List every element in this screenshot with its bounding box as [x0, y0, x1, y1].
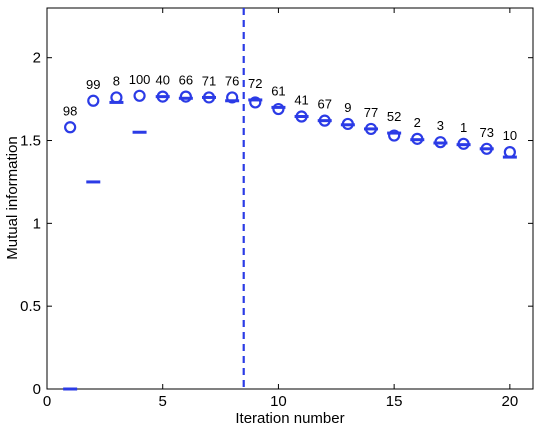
point-label: 66	[179, 73, 193, 88]
point-label: 8	[113, 73, 120, 88]
point-label: 77	[364, 105, 378, 120]
y-tick-label: 2	[33, 50, 41, 67]
y-tick-label: 1	[33, 215, 41, 232]
circle-point	[179, 90, 192, 103]
point-label: 2	[414, 115, 421, 130]
y-tick-label: 0	[33, 381, 41, 398]
circle-point	[249, 96, 262, 109]
point-label: 98	[63, 103, 77, 118]
point-label: 10	[503, 128, 517, 143]
point-label: 100	[129, 72, 151, 87]
point-label: 67	[317, 97, 331, 112]
point-label: 76	[225, 73, 239, 88]
y-tick-label: 0.5	[20, 298, 41, 315]
plot-area	[46, 7, 534, 390]
circle-point	[226, 91, 239, 104]
circle-point	[272, 102, 285, 116]
point-label: 99	[86, 77, 100, 92]
point-label: 41	[294, 93, 308, 108]
y-axis-title: Mutual information	[4, 136, 21, 259]
point-label: 3	[437, 118, 444, 133]
circle-point	[64, 121, 77, 134]
x-tick-label: 20	[502, 393, 519, 410]
x-axis-title: Iteration number	[235, 410, 344, 427]
point-label: 52	[387, 109, 401, 124]
x-tick-label: 10	[270, 393, 287, 410]
circle-point	[133, 89, 146, 102]
x-tick-label: 0	[43, 393, 51, 410]
point-label: 73	[479, 125, 493, 140]
point-label: 1	[460, 120, 467, 135]
point-label: 61	[271, 83, 285, 98]
point-labels: 98 99 8 100 40 66 71 76 72 61 41 67 9 77 52 2 3 1 73 10	[63, 72, 517, 143]
chart-marks	[63, 89, 517, 391]
x-tick-label: 15	[386, 393, 403, 410]
circle-point	[87, 94, 100, 107]
y-tick-label: 1.5	[20, 133, 41, 150]
x-tick-label: 5	[159, 393, 167, 410]
point-label: 9	[344, 100, 351, 115]
point-label: 71	[202, 73, 216, 88]
point-label: 72	[248, 76, 262, 91]
point-label: 40	[155, 73, 169, 88]
circle-point	[388, 129, 401, 142]
axis-ticks: 0 5 10 15 20 0 0.5 1 1.5 2	[20, 8, 533, 410]
